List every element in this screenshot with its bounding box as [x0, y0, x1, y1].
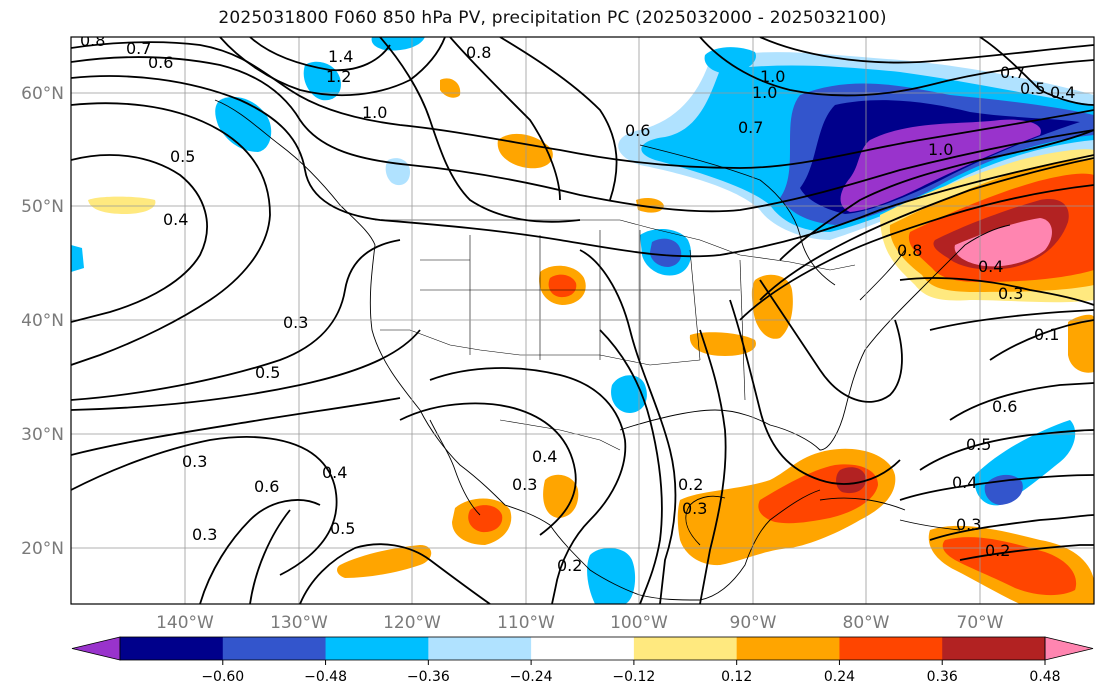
contour-label: 0.5: [1020, 79, 1045, 98]
lat-label: 30°N: [21, 425, 64, 445]
contour-label: 0.3: [682, 499, 707, 518]
lat-label: 40°N: [21, 311, 64, 331]
colorbar-segment: [633, 637, 738, 660]
contour-label: 0.5: [966, 435, 991, 454]
contour-label: 0.6: [625, 121, 650, 140]
pv-contours: [71, 37, 1094, 604]
positive-precip-area: [1068, 314, 1094, 373]
colorbar-tick-label: −0.36: [407, 669, 450, 685]
lon-label: 130°W: [270, 613, 328, 633]
lat-label: 50°N: [21, 197, 64, 217]
contour-label: 0.7: [1000, 63, 1025, 82]
colorbar-segment: [736, 637, 840, 660]
colorbar-segment: [428, 637, 532, 660]
contour-label: 0.3: [956, 515, 981, 534]
positive-precip-area: [636, 198, 664, 213]
political-boundaries: [375, 219, 856, 451]
colorbar-tick-label: 0.12: [721, 669, 752, 685]
contour-labels: 0.8 0.7 0.6 1.4 1.2 1.0 0.8 0.5 0.4 0.3 …: [80, 31, 1075, 575]
lon-label: 120°W: [383, 613, 441, 633]
lon-label: 100°W: [610, 613, 668, 633]
colorbar-segment: [222, 637, 327, 660]
longitude-axis: 140°W 130°W 120°W 110°W 100°W 90°W 80°W …: [156, 613, 1004, 633]
contour-label: 0.3: [998, 284, 1023, 303]
colorbar-tick-label: −0.48: [304, 669, 347, 685]
colorbar-segment: [839, 637, 943, 660]
contour-label: 0.2: [985, 541, 1010, 560]
positive-precip-area: [337, 545, 432, 578]
lon-label: 90°W: [730, 613, 777, 633]
coastlines: [214, 99, 1011, 601]
negative-precip-area: [303, 61, 341, 101]
contour-label: 0.4: [322, 463, 347, 482]
negative-precip-area: [71, 245, 84, 272]
contour-label: 0.7: [126, 39, 151, 58]
positive-precip-area: [954, 218, 1052, 267]
precip-shading: [71, 37, 1094, 604]
colorbar-arrow-right: [1044, 636, 1094, 661]
negative-precip-area: [215, 96, 272, 152]
colorbar-tick-label: −0.60: [201, 669, 244, 685]
colorbar: −0.60 −0.48 −0.36 −0.24 −0.12 0.12 0.24 0.36 0.4…: [71, 636, 1094, 685]
negative-precip-area: [587, 548, 636, 604]
colorbar-segment: [120, 637, 224, 660]
contour-label: 0.5: [255, 363, 280, 382]
contour-label: 0.4: [952, 473, 977, 492]
contour-label: 0.6: [992, 397, 1017, 416]
contour-label: 0.1: [1034, 325, 1059, 344]
positive-precip-area: [88, 196, 156, 214]
contour-label: 0.8: [80, 31, 105, 50]
lon-label: 70°W: [957, 613, 1004, 633]
positive-precip-area: [548, 274, 577, 298]
contour-label: 1.0: [362, 103, 387, 122]
positive-precip-area: [836, 467, 866, 494]
colorbar-outline: [119, 636, 1046, 661]
contour-label: 0.2: [678, 475, 703, 494]
colorbar-tick-label: 0.24: [824, 669, 855, 685]
lon-label: 140°W: [156, 613, 214, 633]
positive-precip-area: [751, 274, 793, 339]
contour-label: 0.7: [738, 118, 763, 137]
contour-label: 0.3: [192, 525, 217, 544]
colorbar-tick-label: −0.12: [612, 669, 655, 685]
contour-label: 0.6: [148, 53, 173, 72]
contour-label: 0.3: [283, 313, 308, 332]
colorbar-segment: [325, 637, 429, 660]
negative-precip-area: [650, 238, 682, 267]
plot-frame: [70, 36, 1095, 605]
contour-label: 1.4: [328, 47, 353, 66]
contour-label: 1.0: [752, 83, 777, 102]
contour-label: 1.0: [760, 67, 785, 86]
lon-label: 110°W: [497, 613, 555, 633]
contour-label: 0.8: [897, 241, 922, 260]
colorbar-tick-label: −0.24: [510, 669, 553, 685]
colorbar-tick-label: 0.48: [1029, 669, 1060, 685]
contour-label: 1.2: [326, 67, 351, 86]
contour-label: 0.6: [254, 477, 279, 496]
positive-precip-area: [543, 474, 579, 518]
colorbar-segment: [531, 637, 635, 660]
contour-label: 0.8: [466, 43, 491, 62]
contour-label: 0.5: [330, 519, 355, 538]
negative-precip-area: [840, 119, 1041, 212]
latitude-axis: 60°N 50°N 40°N 30°N 20°N: [21, 84, 64, 559]
contour-label: 0.3: [512, 475, 537, 494]
positive-precip-area: [942, 537, 1077, 596]
contour-label: 0.4: [1050, 83, 1075, 102]
colorbar-segment: [942, 637, 1046, 660]
contour-label: 1.0: [928, 140, 953, 159]
lat-label: 60°N: [21, 84, 64, 104]
map-title: 2025031800 F060 850 hPa PV, precipitatio…: [218, 8, 887, 28]
lon-label: 80°W: [843, 613, 890, 633]
contour-label: 0.4: [163, 210, 188, 229]
contour-label: 0.3: [182, 452, 207, 471]
lat-label: 20°N: [21, 539, 64, 559]
colorbar-tick-label: 0.36: [927, 669, 958, 685]
contour-label: 0.5: [170, 147, 195, 166]
colorbar-arrow-left: [71, 636, 121, 661]
contour-label: 0.2: [557, 556, 582, 575]
contour-label: 0.4: [978, 257, 1003, 276]
contour-label: 0.4: [532, 447, 557, 466]
